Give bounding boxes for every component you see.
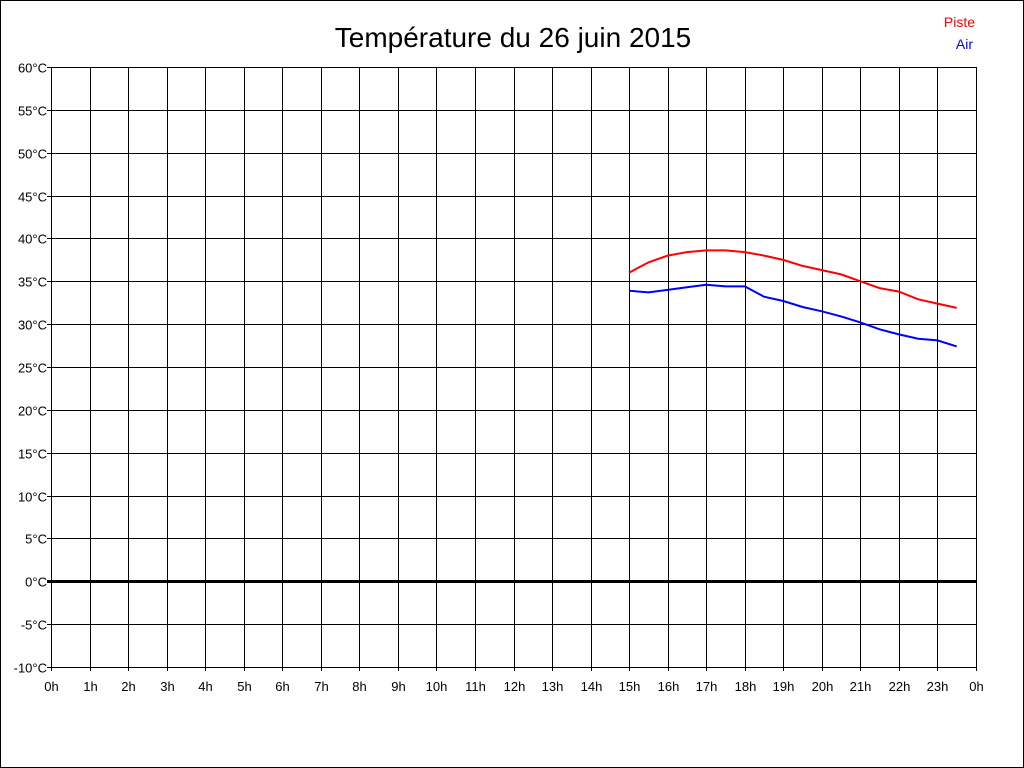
y-tick-label: 55°C — [18, 104, 47, 119]
x-tick-label: 12h — [504, 679, 526, 694]
y-tick-label: 35°C — [18, 275, 47, 290]
x-tick-label: 2h — [121, 679, 135, 694]
x-tick-label: 16h — [658, 679, 680, 694]
y-tick-label: 15°C — [18, 447, 47, 462]
x-tick-label: 15h — [619, 679, 641, 694]
x-tick-label: 23h — [927, 679, 949, 694]
legend-piste: Piste — [944, 14, 975, 30]
x-tick-label: 18h — [735, 679, 757, 694]
y-tick-label: 0°C — [25, 575, 47, 590]
grid — [47, 67, 977, 671]
y-tick-label: 10°C — [18, 490, 47, 505]
x-tick-label: 13h — [542, 679, 564, 694]
y-tick-label: 40°C — [18, 232, 47, 247]
y-tick-label: -10°C — [14, 661, 47, 676]
y-tick-label: -5°C — [21, 618, 47, 633]
series-line-piste — [628, 249, 957, 309]
x-tick-label: 7h — [314, 679, 328, 694]
x-tick-label: 3h — [160, 679, 174, 694]
chart-title: Température du 26 juin 2015 — [335, 22, 691, 53]
x-tick-label: 9h — [391, 679, 405, 694]
x-tick-label: 4h — [198, 679, 212, 694]
x-tick-label: 14h — [581, 679, 603, 694]
y-tick-label: 20°C — [18, 404, 47, 419]
x-tick-label: 8h — [352, 679, 366, 694]
y-tick-label: 60°C — [18, 61, 47, 76]
x-tick-label: 21h — [850, 679, 872, 694]
y-tick-label: 50°C — [18, 147, 47, 162]
x-tick-label: 0h — [44, 679, 58, 694]
x-tick-label: 6h — [275, 679, 289, 694]
y-axis: -10°C -5°C 0°C 5°C 10°C 15°C 20°C 25°C 30°C 35°C 4… — [14, 61, 47, 676]
legend-air: Air — [956, 36, 973, 52]
x-tick-label: 22h — [889, 679, 911, 694]
series-line-air — [629, 283, 957, 348]
x-tick-label: 17h — [696, 679, 718, 694]
y-tick-label: 30°C — [18, 318, 47, 333]
x-tick-label: 19h — [773, 679, 795, 694]
x-axis: 0h 1h 2h 3h 4h 5h 6h 7h 8h 9h 10h 11h 12h 13h 14h 15h 16… — [44, 679, 983, 694]
series-lines — [628, 249, 957, 348]
x-tick-label: 20h — [812, 679, 834, 694]
x-tick-label: 10h — [426, 679, 448, 694]
x-tick-label: 0h — [969, 679, 983, 694]
y-tick-label: 45°C — [18, 190, 47, 205]
y-tick-label: 5°C — [25, 532, 47, 547]
x-tick-label: 1h — [83, 679, 97, 694]
x-tick-label: 5h — [237, 679, 251, 694]
y-tick-label: 25°C — [18, 361, 47, 376]
x-tick-label: 11h — [465, 679, 486, 694]
